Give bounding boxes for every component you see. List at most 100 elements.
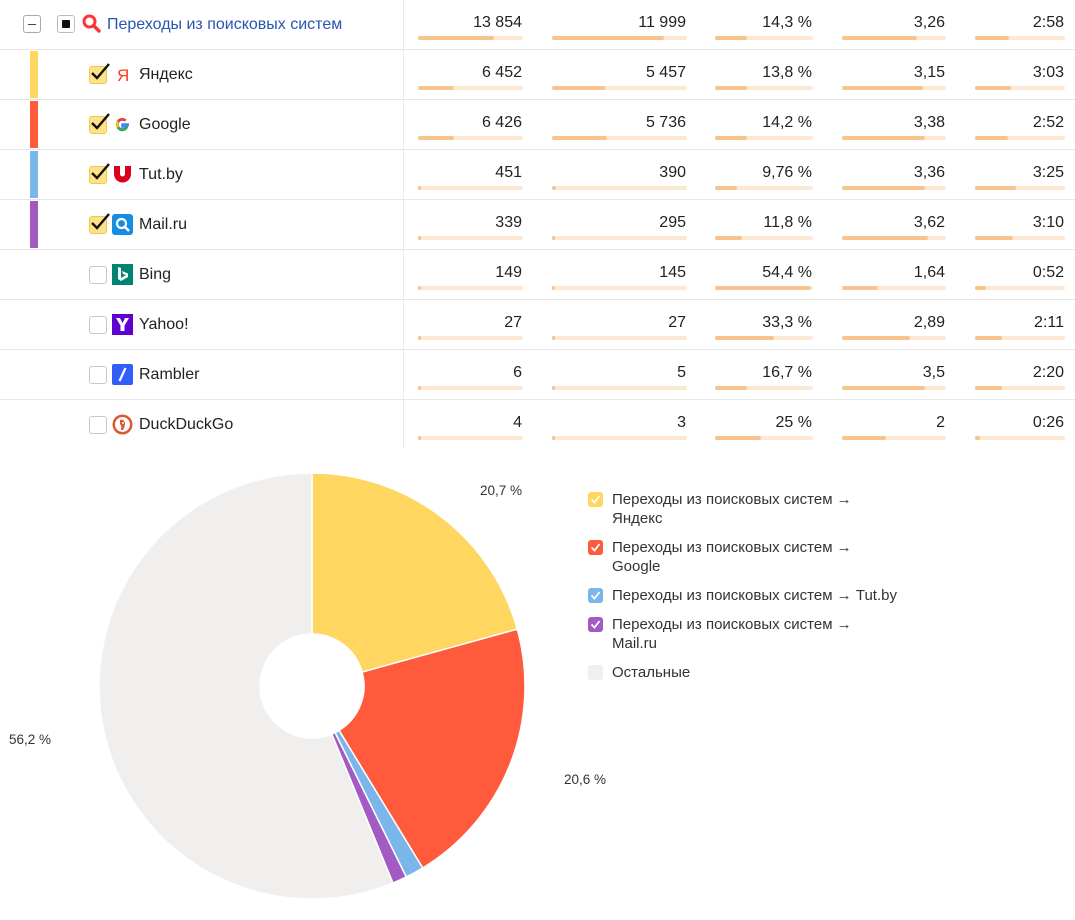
metric-bar <box>552 136 687 140</box>
metric-bar-fill <box>552 386 555 390</box>
metric-bar <box>552 186 687 190</box>
legend-checkbox[interactable] <box>588 492 603 507</box>
source-label: Yahoo! <box>139 316 189 333</box>
metric-value: 13 854 <box>473 14 522 31</box>
metric-bar-fill <box>715 236 743 240</box>
metric-bar <box>715 86 813 90</box>
metric-bar-fill <box>552 136 608 140</box>
row-checkbox[interactable] <box>89 213 110 234</box>
metric-value: 6 <box>513 364 522 381</box>
metric-bar-fill <box>975 136 1009 140</box>
table-row[interactable]: Mail.ru 339 295 11,8 % 3,62 3:10 <box>0 200 1075 250</box>
group-row[interactable]: Переходы из поисковых систем 13 854 11 999… <box>0 0 1075 50</box>
pie-slice[interactable] <box>98 472 394 900</box>
mailru-icon <box>112 214 133 235</box>
metric-bar <box>715 386 813 390</box>
legend-label: Остальные <box>612 664 691 681</box>
metric-value: 3 <box>677 414 686 431</box>
metric-bar <box>715 236 813 240</box>
row-checkbox[interactable] <box>89 416 107 434</box>
table-row[interactable]: Я Яндекс 6 452 5 457 13,8 % 3,15 3:03 <box>0 50 1075 100</box>
metric-value: 33,3 % <box>762 314 812 331</box>
metric-bar-fill <box>842 186 926 190</box>
metric-value: 3,5 <box>922 364 945 381</box>
google-icon <box>112 114 133 135</box>
metric-value: 2:52 <box>1032 114 1064 131</box>
metric-bar-fill <box>552 286 555 290</box>
table-row[interactable]: Google 6 426 5 736 14,2 % 3,38 2:52 <box>0 100 1075 150</box>
pie-slice[interactable] <box>311 472 519 674</box>
metric-bar <box>418 386 523 390</box>
metric-bar <box>418 86 523 90</box>
metric-bar <box>418 286 523 290</box>
table-row[interactable]: DuckDuckGo 4 3 25 % 2 0:26 <box>0 400 1075 450</box>
legend-label-continued: Google <box>612 558 661 575</box>
metric-value: 2:58 <box>1032 14 1064 31</box>
pie-slice-label: 20,6 % <box>564 772 607 787</box>
row-checkbox[interactable] <box>89 63 110 84</box>
legend-item[interactable]: Переходы из поисковых систем → Mail.ru <box>588 615 968 653</box>
legend-checkbox[interactable] <box>588 665 603 680</box>
legend-label-continued: Яндекс <box>612 510 663 527</box>
metric-bar <box>975 136 1065 140</box>
metric-bar <box>418 36 523 40</box>
pie-slice[interactable] <box>337 628 526 869</box>
metric-value: 9,76 % <box>762 164 812 181</box>
table-row[interactable]: Tut.by 451 390 9,76 % 3,36 3:25 <box>0 150 1075 200</box>
metric-bar-fill <box>418 286 421 290</box>
row-checkbox[interactable] <box>89 366 107 384</box>
series-color-bar <box>30 151 38 198</box>
metric-bar-fill <box>418 236 421 240</box>
metric-bar-fill <box>715 36 748 40</box>
metric-bar <box>842 236 946 240</box>
tutby-icon <box>112 164 133 185</box>
legend-item[interactable]: Остальные <box>588 663 968 682</box>
metric-bar-fill <box>715 86 748 90</box>
metric-bar-fill <box>975 186 1016 190</box>
metric-bar <box>552 36 687 40</box>
metric-value: 451 <box>495 164 522 181</box>
group-checkbox[interactable] <box>57 15 75 33</box>
group-label-link[interactable]: Переходы из поисковых систем <box>107 16 343 33</box>
metric-bar-fill <box>842 436 886 440</box>
metric-value: 5 <box>677 364 686 381</box>
table-row[interactable]: Yahoo! 27 27 33,3 % 2,89 2:11 <box>0 300 1075 350</box>
legend-checkbox[interactable] <box>588 617 603 632</box>
table-row[interactable]: Rambler 6 5 16,7 % 3,5 2:20 <box>0 350 1075 400</box>
metric-bar <box>552 336 687 340</box>
metric-value: 54,4 % <box>762 264 812 281</box>
metric-bar-fill <box>418 436 421 440</box>
row-checkbox[interactable] <box>89 316 107 334</box>
metric-bar <box>842 436 946 440</box>
legend-label: Переходы из поисковых систем → <box>612 491 852 508</box>
rambler-icon <box>112 364 133 385</box>
pie-slice-label: 56,2 % <box>9 732 52 747</box>
metric-value: 27 <box>668 314 686 331</box>
row-checkbox[interactable] <box>89 163 110 184</box>
metric-bar-fill <box>975 36 1010 40</box>
metric-bar <box>418 186 523 190</box>
metric-value: 145 <box>659 264 686 281</box>
metric-bar-fill <box>842 236 929 240</box>
legend-checkbox[interactable] <box>588 540 603 555</box>
legend-item[interactable]: Переходы из поисковых систем → Tut.by <box>588 586 968 605</box>
metric-value: 27 <box>504 314 522 331</box>
legend-checkbox[interactable] <box>588 588 603 603</box>
metric-value: 1,64 <box>913 264 945 281</box>
metric-value: 14,3 % <box>762 14 812 31</box>
metric-bar-fill <box>975 436 981 440</box>
metric-value: 3,26 <box>913 14 945 31</box>
collapse-button[interactable] <box>23 15 41 33</box>
table-row[interactable]: Bing 149 145 54,4 % 1,64 0:52 <box>0 250 1075 300</box>
metric-bar <box>552 236 687 240</box>
row-checkbox[interactable] <box>89 266 107 284</box>
metric-bar-fill <box>552 336 555 340</box>
metric-bar-fill <box>842 386 926 390</box>
legend-item[interactable]: Переходы из поисковых систем → Google <box>588 538 968 576</box>
metric-bar-fill <box>715 436 762 440</box>
metric-bar <box>975 386 1065 390</box>
legend-item[interactable]: Переходы из поисковых систем → Яндекс <box>588 490 968 528</box>
metric-bar <box>975 86 1065 90</box>
row-checkbox[interactable] <box>89 113 110 134</box>
duckduckgo-icon <box>112 414 133 435</box>
